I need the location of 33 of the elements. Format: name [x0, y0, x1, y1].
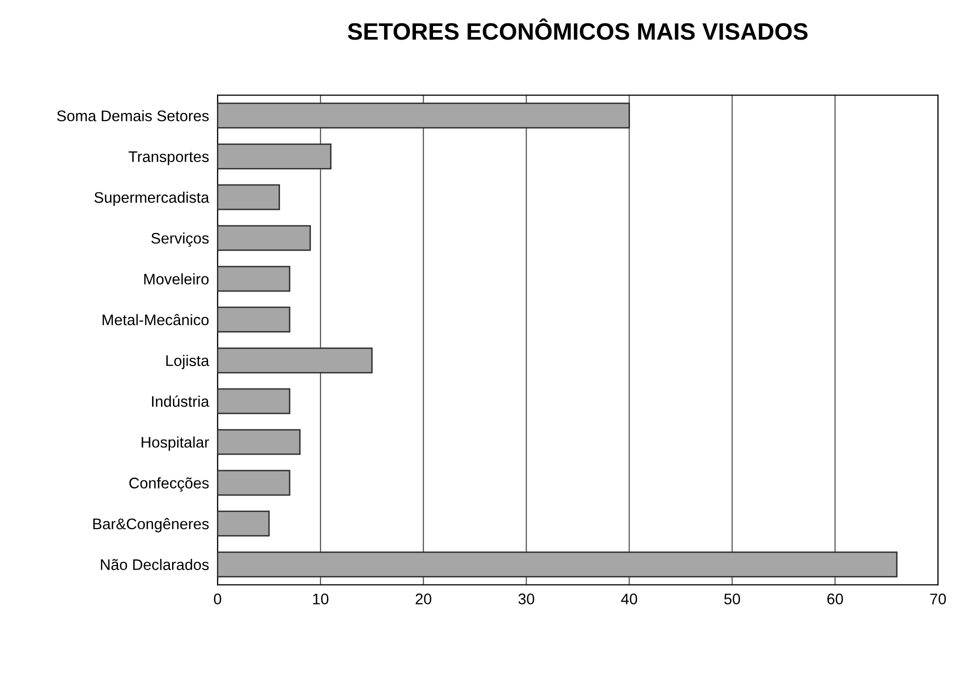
bar — [218, 551, 898, 578]
x-tick-label: 20 — [416, 594, 432, 604]
x-tick-label: 60 — [827, 594, 843, 604]
y-tick-label: Metal-Mecânico — [102, 314, 209, 326]
chart-title: SETORES ECONÔMICOS MAIS VISADOS — [348, 18, 808, 40]
bar — [218, 347, 373, 374]
x-tick-label: 0 — [214, 594, 222, 604]
bar — [218, 429, 301, 455]
bar — [218, 184, 280, 210]
x-tick-label: 70 — [930, 594, 946, 604]
y-tick-label: Moveleiro — [144, 273, 209, 284]
bar — [218, 306, 290, 333]
x-tick-label: 10 — [313, 594, 328, 604]
y-tick-label: Confecções — [129, 477, 209, 492]
y-tick-label: Serviços — [151, 232, 209, 247]
bar — [218, 102, 630, 129]
y-tick-label: Supermercadista — [94, 192, 210, 206]
y-tick-label: Transportes — [128, 151, 209, 166]
bar — [218, 388, 290, 414]
bar — [218, 225, 311, 251]
x-tick-label: 30 — [518, 594, 534, 604]
x-tick-label: 50 — [724, 594, 740, 604]
y-tick-label: Hospitalar — [142, 436, 209, 451]
y-tick-label: Indústria — [152, 395, 210, 407]
y-tick-label: Lojista — [166, 354, 210, 370]
bar — [218, 266, 290, 292]
bar — [218, 470, 290, 496]
y-tick-label: Não Declarados — [100, 558, 209, 570]
y-tick-label: Soma Demais Setores — [57, 110, 209, 122]
x-tick-label: 40 — [621, 594, 638, 604]
bar — [218, 510, 270, 537]
y-tick-label: Bar&Congêneres — [93, 518, 209, 532]
bar — [218, 143, 332, 170]
